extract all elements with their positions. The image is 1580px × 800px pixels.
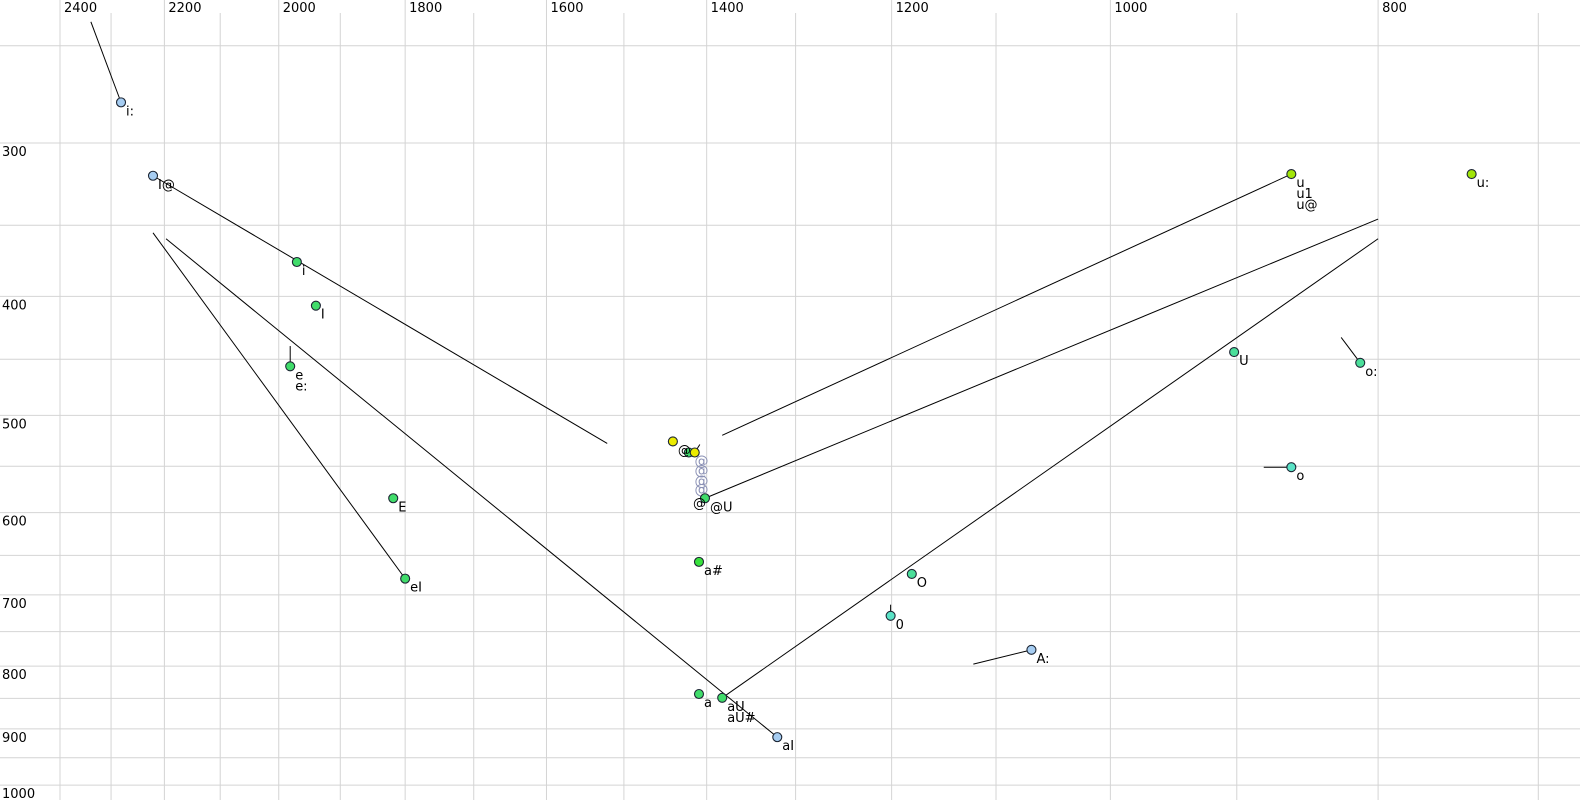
trajectory-line-aU xyxy=(721,238,1379,699)
vowel-label-u:: u: xyxy=(1477,176,1490,191)
vowel-label-u1: u1 xyxy=(1296,187,1313,202)
vowel-point-aU[interactable] xyxy=(717,692,728,703)
vowel-label-O: O xyxy=(917,576,927,591)
trajectory-line-i: xyxy=(90,21,122,103)
vowel-point-i[interactable] xyxy=(291,256,302,268)
vowel-label-u: u xyxy=(1296,176,1304,191)
vowel-label-0: 0 xyxy=(896,618,904,633)
vowel-point-@U[interactable] xyxy=(699,493,711,504)
y-tick-label: 300 xyxy=(2,145,27,160)
vowel-point-e[interactable] xyxy=(285,361,296,372)
vowel-label-E: E xyxy=(398,500,406,515)
trajectory-line-I@ xyxy=(152,175,608,444)
vowel-label-I: I xyxy=(321,308,325,323)
vowel-label-aI: aI xyxy=(782,739,794,754)
vowel-point-@[interactable] xyxy=(667,436,678,447)
x-tick-label: 1800 xyxy=(409,1,442,16)
vowel-label-eI: eI xyxy=(410,581,422,596)
vowel-label-e:: e: xyxy=(295,379,307,394)
at-glyph-marker: @ xyxy=(695,453,709,469)
trajectory-line-A: xyxy=(973,649,1032,665)
vowel-point-eI[interactable] xyxy=(400,573,411,584)
vowel-label-u@: u@ xyxy=(1296,198,1317,213)
vowel-point-unlabeled-9[interactable] xyxy=(689,447,700,458)
vowel-label-I@: I@ xyxy=(158,178,175,193)
y-tick-label: 900 xyxy=(2,731,27,746)
vowel-point-o[interactable] xyxy=(1286,462,1297,473)
vowel-point-u[interactable] xyxy=(1286,169,1297,180)
vowel-label-i:: i: xyxy=(126,104,134,119)
vowel-point-O[interactable] xyxy=(906,568,917,579)
at-glyph-marker: @ xyxy=(695,474,709,490)
vowel-point-aI[interactable] xyxy=(772,732,783,743)
vowel-label-e: e xyxy=(295,368,303,383)
vowel-label-@U: @U xyxy=(710,500,733,515)
y-tick-label: 400 xyxy=(2,298,27,313)
x-tick-label: 800 xyxy=(1382,1,1407,16)
vowel-label-aU: aU xyxy=(727,700,744,715)
vowel-point-0[interactable] xyxy=(885,610,896,621)
trajectory-line-o: xyxy=(1340,337,1361,364)
trajectory-line-u xyxy=(721,173,1292,436)
vowel-point-I[interactable] xyxy=(310,300,321,311)
vowel-label-U: U xyxy=(1239,354,1249,369)
y-tick-label: 1000 xyxy=(2,787,35,800)
vowel-point-E[interactable] xyxy=(388,493,399,504)
y-tick-label: 600 xyxy=(2,515,27,530)
at-glyph-marker: @ xyxy=(695,463,709,479)
vowel-label-o:: o: xyxy=(1365,365,1377,380)
x-tick-label: 1600 xyxy=(550,1,583,16)
trajectory-line-@U xyxy=(704,218,1379,499)
vowel-point-A:[interactable] xyxy=(1026,644,1037,655)
y-tick-label: 700 xyxy=(2,597,27,612)
vowel-label-o: o xyxy=(1296,469,1304,484)
vowel-point-U[interactable] xyxy=(1229,347,1240,358)
vowel-point-a[interactable] xyxy=(693,688,705,700)
vowel-point-o:[interactable] xyxy=(1355,357,1366,368)
vowel-point-I@[interactable] xyxy=(147,170,159,181)
vowel-point-a#[interactable] xyxy=(693,556,705,567)
vowel-label-a: a xyxy=(704,696,712,711)
x-tick-label: 1200 xyxy=(896,1,929,16)
vowel-label-@: @ xyxy=(678,443,691,458)
x-tick-label: 2400 xyxy=(64,1,97,16)
trajectory-line-eI xyxy=(152,232,406,579)
vowel-prelabel-@U: @ xyxy=(693,496,706,511)
x-tick-label: 2000 xyxy=(283,1,316,16)
vowel-label-i: i xyxy=(302,264,306,279)
vowel-label-aU#: aU# xyxy=(727,711,755,726)
y-tick-label: 800 xyxy=(2,668,27,683)
vowel-point-i:[interactable] xyxy=(115,97,127,108)
trajectory-line-aI xyxy=(165,238,778,738)
vowel-label-a#: a# xyxy=(704,564,723,579)
x-tick-label: 2200 xyxy=(168,1,201,16)
x-tick-label: 1000 xyxy=(1114,1,1147,16)
vowel-point-u:[interactable] xyxy=(1466,169,1477,180)
y-tick-label: 500 xyxy=(2,417,27,432)
vowel-label-A:: A: xyxy=(1036,652,1049,667)
x-tick-label: 1400 xyxy=(711,1,744,16)
